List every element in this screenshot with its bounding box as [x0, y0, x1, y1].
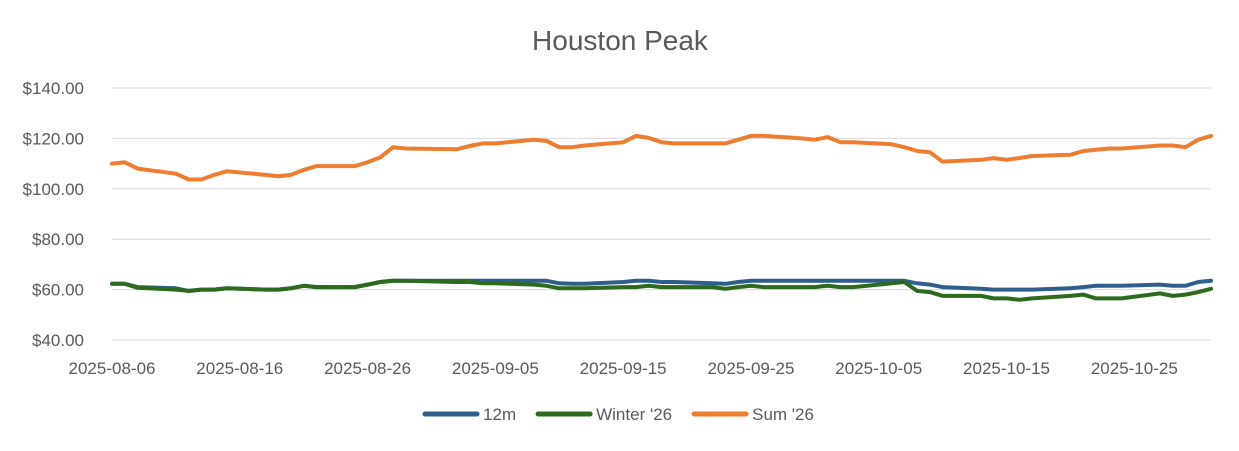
series-lines — [110, 133, 1213, 302]
x-tick-label: 2025-09-15 — [580, 359, 667, 378]
y-tick-label: $120.00 — [23, 129, 84, 148]
legend-label: Winter '26 — [596, 405, 672, 424]
y-axis-tick-labels: $40.00 $60.00 $80.00 $100.00 $120.00 $140.00 — [23, 79, 84, 350]
legend-label: Sum '26 — [752, 405, 814, 424]
series-line-2 — [110, 133, 1213, 182]
series-line-1 — [110, 278, 1213, 302]
y-tick-label: $60.00 — [32, 281, 84, 300]
legend: 12m Winter '26 Sum '26 — [422, 405, 814, 424]
y-tick-label: $80.00 — [32, 230, 84, 249]
x-tick-label: 2025-10-05 — [835, 359, 922, 378]
y-tick-label: $100.00 — [23, 180, 84, 199]
x-axis-tick-labels: 2025-08-06 2025-08-16 2025-08-26 2025-09-05… — [69, 359, 1178, 378]
x-tick-label: 2025-09-25 — [707, 359, 794, 378]
x-tick-label: 2025-10-25 — [1091, 359, 1178, 378]
legend-label: 12m — [483, 405, 516, 424]
x-tick-label: 2025-09-05 — [452, 359, 539, 378]
y-tick-label: $140.00 — [23, 79, 84, 98]
x-tick-label: 2025-08-16 — [196, 359, 283, 378]
chart-title: Houston Peak — [532, 25, 709, 56]
y-tick-label: $40.00 — [32, 331, 84, 350]
x-tick-label: 2025-10-15 — [963, 359, 1050, 378]
gridlines — [112, 87, 1211, 341]
x-tick-label: 2025-08-26 — [324, 359, 411, 378]
x-tick-label: 2025-08-06 — [69, 359, 156, 378]
